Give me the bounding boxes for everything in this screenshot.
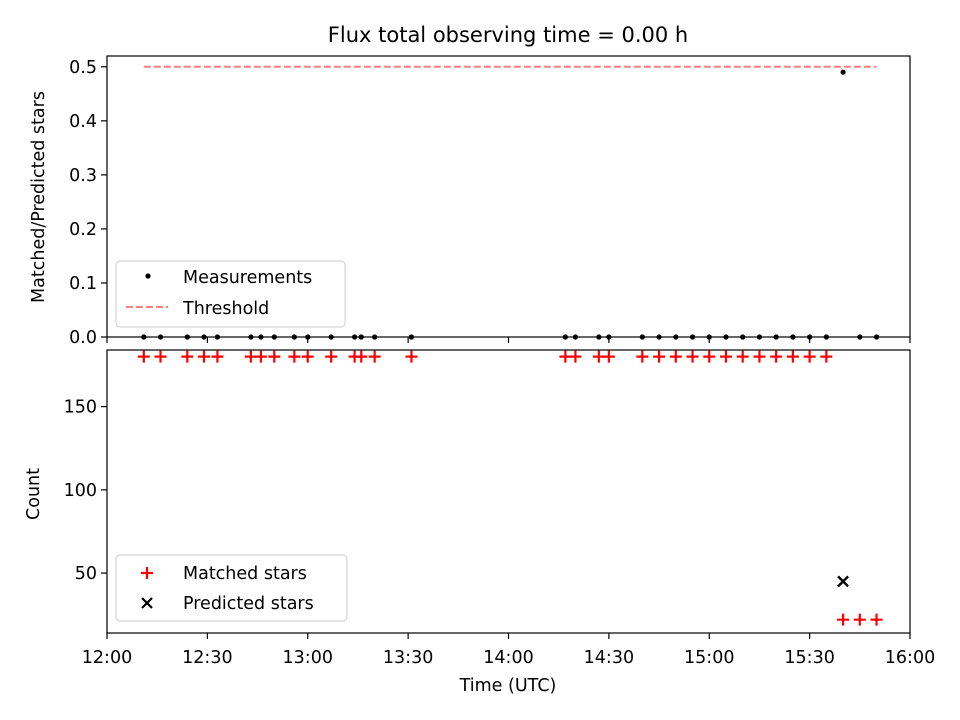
measurement-point: [840, 69, 846, 75]
top-y-tick-label: 0.1: [69, 274, 97, 294]
matched-star-marker: [569, 350, 582, 363]
x-tick-label: 13:30: [383, 648, 433, 668]
bottom-y-axis-label: Count: [24, 468, 44, 520]
matched-star-marker: [154, 350, 167, 363]
matched-star-marker: [325, 350, 338, 363]
matched-star-marker: [592, 350, 605, 363]
top-legend: Measurements Threshold: [115, 260, 346, 328]
matched-star-marker: [254, 350, 267, 363]
top-y-axis-label: Matched/Predicted stars: [29, 91, 49, 303]
matched-star-marker: [803, 350, 816, 363]
top-y-tick-label: 0.4: [69, 112, 97, 132]
x-tick-label: 14:30: [584, 648, 634, 668]
bottom-y-tick-label: 150: [64, 398, 97, 418]
matched-star-marker: [669, 350, 682, 363]
top-legend-box: [115, 260, 346, 328]
matched-star-marker: [355, 350, 368, 363]
matched-star-marker: [837, 613, 850, 626]
x-tick-label: 14:00: [483, 648, 533, 668]
x-tick-label: 12:00: [82, 648, 132, 668]
matched-star-marker: [636, 350, 649, 363]
top-y-tick-label: 0.2: [69, 220, 97, 240]
top-y-tick-label: 0.3: [69, 166, 97, 186]
bottom-x-ticks: 12:00 12:30 13:00 13:30 14:00 14:30 15:00 15:30…: [82, 633, 935, 668]
count-panel: Count Time (UTC) 50 100 150 12:00 12:30 13:0…: [24, 349, 935, 696]
legend-matched-marker: [141, 567, 153, 579]
matched-star-marker: [559, 350, 572, 363]
bottom-axes-frame: [106, 349, 911, 634]
bottom-y-tick-label: 50: [75, 564, 97, 584]
x-tick-label: 15:30: [784, 648, 834, 668]
matched-star-marker: [719, 350, 732, 363]
matched-star-marker: [786, 350, 799, 363]
bottom-legend: Matched stars Predicted stars: [115, 554, 348, 622]
legend-predicted-label: Predicted stars: [183, 594, 314, 614]
top-y-tick-label: 0.0: [69, 328, 97, 348]
matched-star-marker: [870, 613, 883, 626]
bottom-legend-box: [115, 554, 348, 622]
matched-star-marker: [820, 350, 833, 363]
top-y-tick-label: 0.5: [69, 58, 97, 78]
top-axes-frame: [106, 55, 911, 338]
matched-star-marker: [686, 350, 699, 363]
matched-star-marker: [736, 350, 749, 363]
chart-title: Flux total observing time = 0.00 h: [328, 23, 688, 47]
legend-measurements-label: Measurements: [183, 268, 312, 288]
x-tick-label: 13:00: [283, 648, 333, 668]
x-axis-label: Time (UTC): [459, 676, 557, 696]
matched-star-marker: [703, 350, 716, 363]
matched-star-marker: [268, 350, 281, 363]
x-tick-label: 15:00: [684, 648, 734, 668]
matched-star-marker: [602, 350, 615, 363]
matched-stars-points: [137, 350, 883, 626]
matched-star-marker: [770, 350, 783, 363]
matched-star-marker: [301, 350, 314, 363]
matched-star-marker: [753, 350, 766, 363]
matched-star-marker: [405, 350, 418, 363]
legend-threshold-label: Threshold: [182, 299, 269, 319]
matched-star-marker: [137, 350, 150, 363]
legend-matched-label: Matched stars: [183, 564, 307, 584]
legend-predicted-marker: [141, 597, 153, 609]
matched-star-marker: [853, 613, 866, 626]
predicted-star-marker: [837, 575, 849, 588]
x-tick-label: 16:00: [885, 648, 935, 668]
matched-star-marker: [653, 350, 666, 363]
matched-star-marker: [198, 350, 211, 363]
matched-star-marker: [181, 350, 194, 363]
matched-star-marker: [211, 350, 224, 363]
matched-star-marker: [368, 350, 381, 363]
predicted-stars-points: [837, 575, 849, 588]
bottom-y-ticks: 50 100 150: [64, 398, 107, 584]
ratio-panel: Flux total observing time = 0.00 h Match…: [29, 23, 911, 348]
top-y-ticks: 0.0 0.1 0.2 0.3 0.4 0.5: [69, 58, 107, 348]
matched-star-marker: [288, 350, 301, 363]
matched-star-marker: [244, 350, 257, 363]
legend-measurements-marker: [145, 273, 151, 279]
x-tick-label: 12:30: [182, 648, 232, 668]
bottom-y-tick-label: 100: [64, 481, 97, 501]
